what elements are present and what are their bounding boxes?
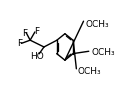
Text: F: F	[34, 27, 39, 36]
Text: OCH₃: OCH₃	[78, 67, 101, 76]
Text: F: F	[17, 39, 22, 48]
Text: OCH₃: OCH₃	[92, 48, 115, 57]
Text: HO: HO	[30, 52, 44, 61]
Text: OCH₃: OCH₃	[85, 20, 109, 29]
Text: F: F	[22, 28, 27, 37]
